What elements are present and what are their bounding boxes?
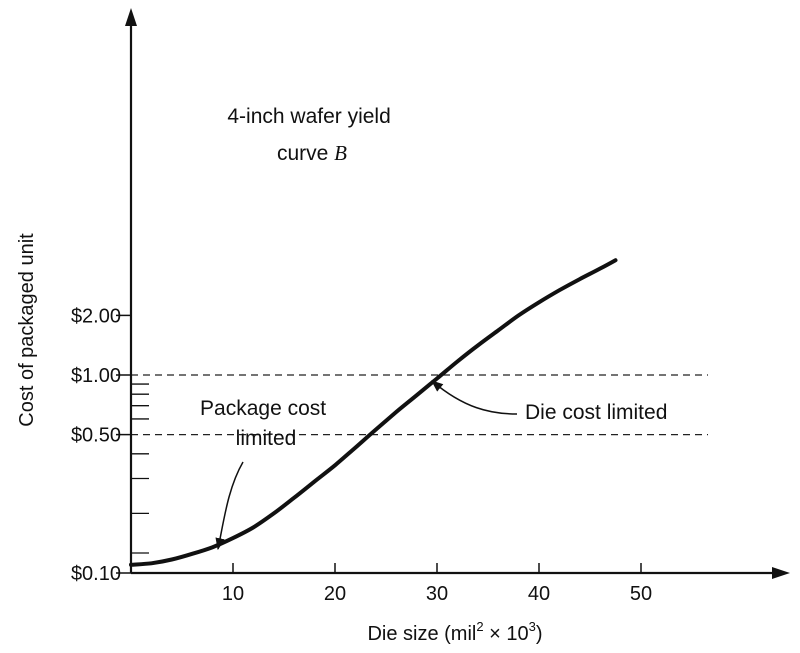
package-cost-label-line-1: Package cost [200, 397, 326, 420]
x-tick-label-40: 40 [528, 583, 550, 605]
curve-label: 4-inch wafer yield curve B [227, 105, 396, 165]
x-axis-title-mid: × 10 [484, 623, 529, 645]
x-tick-label-10: 10 [222, 583, 244, 605]
y-tick-label-200: $2.00 [71, 305, 121, 327]
x-axis-title-end: ) [536, 623, 543, 645]
x-axis-title-main: Die size (mil [367, 623, 476, 645]
y-axis-arrowhead [125, 8, 137, 26]
x-ticks: 10 20 30 40 50 [222, 563, 652, 605]
x-tick-label-50: 50 [630, 583, 652, 605]
package-cost-label-line-2: limited [236, 427, 297, 450]
yield-curve-b-line [129, 258, 618, 567]
y-tick-label-050: $0.50 [71, 425, 121, 447]
package-cost-arrow [215, 461, 244, 551]
x-axis-title-sup-2: 3 [529, 619, 536, 634]
axes [125, 8, 790, 579]
y-tick-label-100: $1.00 [71, 365, 121, 387]
x-axis-arrowhead [772, 567, 790, 579]
x-axis-title-sup-1: 2 [476, 619, 483, 634]
y-tick-label-010: $0.10 [71, 563, 121, 585]
curve-label-line-1: 4-inch wafer yield [227, 105, 390, 128]
die-cost-label: Die cost limited [525, 401, 667, 424]
y-axis-title: Cost of packaged unit [16, 233, 38, 427]
x-tick-label-30: 30 [426, 583, 448, 605]
curve-label-italic: B [334, 141, 347, 165]
package-cost-label: Package cost limited [200, 397, 332, 450]
x-tick-label-20: 20 [324, 583, 346, 605]
x-axis-title: Die size (mil2 × 103) [367, 619, 542, 645]
y-ticks: $0.10 $0.50 $1.00 $2.00 [71, 305, 149, 585]
die-cost-arrow [431, 380, 518, 415]
curve-label-text: curve [277, 142, 334, 165]
curve-label-line-2: curve B [277, 141, 347, 165]
reference-lines [131, 374, 708, 436]
